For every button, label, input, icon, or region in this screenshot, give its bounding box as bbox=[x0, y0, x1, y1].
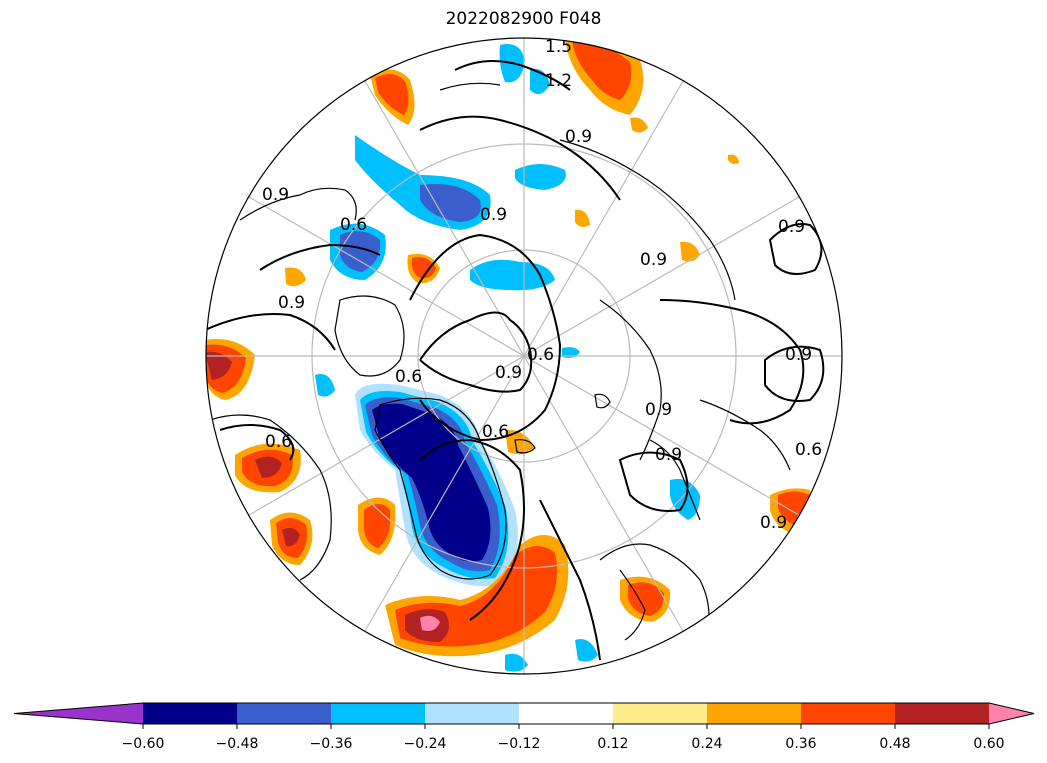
contour-label: 0.9 bbox=[785, 345, 812, 365]
coastline-iceland bbox=[514, 439, 536, 454]
contour-0.9-europe bbox=[539, 499, 601, 661]
coastline-russia-north bbox=[599, 299, 662, 461]
positive-anomaly-small-4 bbox=[285, 267, 306, 287]
colorbar-tick-label: 0.48 bbox=[879, 736, 910, 752]
colorbar-segment bbox=[613, 703, 708, 724]
contour-0.6-top bbox=[419, 115, 621, 201]
negative-anomaly-hudson-strong bbox=[340, 231, 381, 272]
contour-label: 0.6 bbox=[795, 440, 822, 460]
contour-lines bbox=[206, 60, 825, 661]
colorbar-segment bbox=[237, 703, 332, 724]
coastline-canada bbox=[209, 414, 332, 581]
coastline-canada-archipelago bbox=[334, 295, 405, 377]
negative-anomaly-bottom bbox=[505, 653, 528, 672]
meridian-120 bbox=[248, 196, 800, 516]
coastline-east-asia bbox=[699, 399, 791, 471]
contour-label: 1.5 bbox=[545, 37, 572, 57]
anomaly-shading bbox=[206, 39, 811, 672]
negative-anomaly-small bbox=[562, 347, 580, 358]
contour-label: 0.6 bbox=[265, 432, 292, 452]
coastline-novaya-zemlya bbox=[649, 439, 701, 521]
positive-anomaly-west-core bbox=[206, 351, 232, 380]
contour-label: 0.6 bbox=[527, 345, 554, 365]
polar-map: 1.5 1.2 0.9 0.9 0.9 0.9 0.9 0.9 0.6 0.9 … bbox=[205, 37, 843, 675]
colorbar-segment bbox=[143, 703, 238, 724]
positive-anomaly-small-3 bbox=[505, 429, 535, 455]
contour-0.9-southwest bbox=[219, 424, 295, 461]
negative-anomaly-pole bbox=[470, 259, 555, 291]
colorbar-tick-label: 0.60 bbox=[973, 736, 1004, 752]
colorbar-segment bbox=[801, 703, 896, 724]
contour-0.9-central bbox=[419, 311, 533, 393]
contour-0.6-left bbox=[259, 243, 381, 271]
colorbar-extend-high bbox=[989, 703, 1034, 724]
colorbar-segment bbox=[519, 703, 614, 724]
contour-label: 0.9 bbox=[778, 217, 805, 237]
graticule bbox=[206, 38, 842, 674]
contour-label: 0.9 bbox=[645, 400, 672, 420]
positive-anomaly-sw-core bbox=[255, 456, 282, 478]
positive-anomaly-small-2 bbox=[575, 209, 590, 227]
contour-labels: 1.5 1.2 0.9 0.9 0.9 0.9 0.9 0.9 0.6 0.9 … bbox=[262, 37, 822, 533]
colorbar-segment bbox=[425, 703, 520, 724]
contour-0.9-west bbox=[206, 313, 336, 351]
colorbar-segment bbox=[895, 703, 990, 724]
contour-label: 0.6 bbox=[395, 367, 422, 387]
map-boundary bbox=[205, 37, 843, 675]
colorbar-tick-label: −0.36 bbox=[310, 736, 353, 752]
negative-anomaly-north-canada-strong bbox=[420, 184, 481, 222]
contour-label: 0.9 bbox=[278, 293, 305, 313]
contour-0.9-east bbox=[659, 299, 805, 425]
contour-0.6-central bbox=[409, 233, 562, 442]
colorbar-tick-label: 0.12 bbox=[597, 736, 628, 752]
contour-label: 1.2 bbox=[545, 71, 572, 91]
colorbar-tick-label: −0.24 bbox=[404, 736, 447, 752]
colorbar-tick-label: −0.12 bbox=[498, 736, 541, 752]
negative-anomaly-greenland-core bbox=[372, 403, 491, 562]
contour-label: 0.9 bbox=[655, 445, 682, 465]
coastline-alaska bbox=[239, 187, 357, 221]
colorbar-extend-low bbox=[14, 703, 143, 724]
positive-anomaly-canada-strong bbox=[411, 257, 436, 279]
coastline-siberia bbox=[559, 139, 736, 301]
positive-anomaly-top-right-strong bbox=[572, 39, 632, 100]
negative-anomaly-siberia bbox=[515, 164, 566, 190]
contour-label: 0.9 bbox=[640, 250, 667, 270]
positive-anomaly-scandinavia-strong bbox=[628, 582, 664, 616]
negative-anomaly-bottom2 bbox=[575, 639, 598, 662]
coastline-svalbard bbox=[594, 393, 611, 409]
coastline-scandinavia bbox=[619, 569, 646, 641]
contour-label: 0.9 bbox=[495, 363, 522, 383]
colorbar-segment bbox=[707, 703, 802, 724]
contour-0.6-south bbox=[618, 451, 689, 512]
positive-anomaly-labrador-core bbox=[282, 527, 300, 547]
colorbar-segment bbox=[331, 703, 426, 724]
contour-label: 0.9 bbox=[262, 185, 289, 205]
contour-label: 0.9 bbox=[480, 205, 507, 225]
contour-0.9-eastedge bbox=[768, 223, 823, 275]
colorbar-tick-label: −0.48 bbox=[216, 736, 259, 752]
colorbar-group: −0.60 −0.48 −0.36 −0.24 −0.12 0.12 0.24 0.36 0.4… bbox=[13, 702, 1035, 752]
positive-anomaly-small-5 bbox=[728, 154, 739, 164]
coastline-europe bbox=[599, 543, 710, 641]
colorbar-tick-label: 0.24 bbox=[691, 736, 722, 752]
positive-anomaly-small-6 bbox=[630, 117, 648, 133]
negative-anomaly-baffin bbox=[315, 374, 335, 397]
contour-label: 0.9 bbox=[760, 513, 787, 533]
coastlines bbox=[209, 82, 791, 641]
contour-0.9-greenland bbox=[419, 438, 525, 621]
contour-0.9-right bbox=[764, 345, 825, 402]
positive-anomaly-atlantic-peak bbox=[420, 615, 440, 631]
contour-label: 0.6 bbox=[340, 215, 367, 235]
positive-anomaly-top-left-strong bbox=[375, 74, 409, 115]
map-title: 2022082900 F048 bbox=[445, 9, 602, 29]
colorbar-tick-label: −0.60 bbox=[122, 736, 165, 752]
contour-1.2 bbox=[454, 60, 571, 91]
coastline-north-asia bbox=[439, 82, 501, 91]
contour-label: 0.9 bbox=[565, 127, 592, 147]
coastline-greenland bbox=[374, 397, 507, 580]
contour-label: 0.6 bbox=[482, 422, 509, 442]
colorbar-tick-label: 0.36 bbox=[785, 736, 816, 752]
